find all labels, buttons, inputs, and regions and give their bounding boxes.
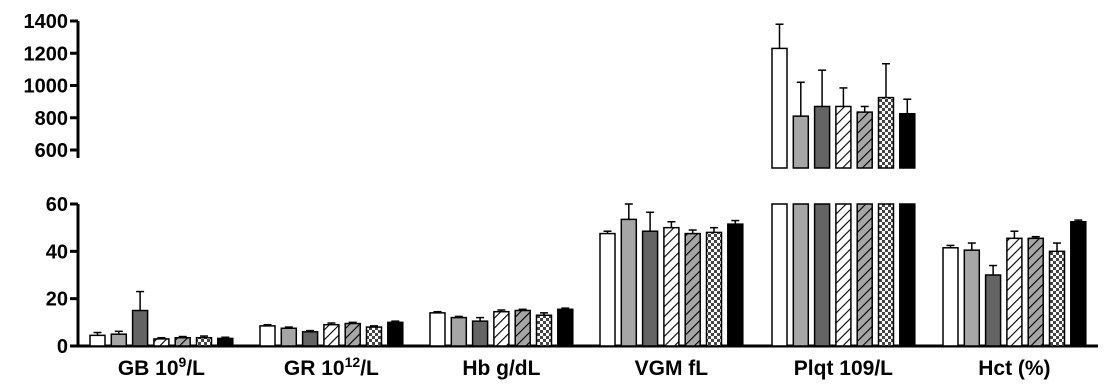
bar xyxy=(856,111,873,169)
label-part: VGM fL xyxy=(635,357,709,380)
bar xyxy=(110,333,128,347)
bar xyxy=(429,312,446,347)
bar xyxy=(89,334,106,347)
label-part: Hct (%) xyxy=(978,357,1050,380)
bar xyxy=(387,321,404,347)
bar xyxy=(599,232,616,347)
bar xyxy=(1070,221,1087,347)
label-part: Hb g/dL xyxy=(462,357,540,380)
bar xyxy=(1006,237,1023,347)
bar xyxy=(493,310,510,347)
y-tick-label: 1400 xyxy=(24,11,69,33)
bar xyxy=(620,218,638,347)
label-part: GR 10 xyxy=(284,357,345,380)
bar xyxy=(1027,237,1044,347)
x-category-label: Hct (%) xyxy=(978,357,1050,380)
bar xyxy=(535,314,553,347)
bar xyxy=(280,327,298,347)
y-tick-label: 60 xyxy=(46,194,68,216)
bar xyxy=(877,203,895,347)
bar xyxy=(899,112,916,169)
bar xyxy=(450,316,468,347)
bar xyxy=(641,230,659,347)
bar xyxy=(131,309,149,347)
y-tick-label: 1000 xyxy=(24,76,69,98)
bar xyxy=(323,323,340,347)
bar xyxy=(344,322,361,347)
bar xyxy=(557,308,574,347)
bar xyxy=(514,309,531,347)
bar xyxy=(899,203,916,347)
x-category-label: Hb g/dL xyxy=(462,357,540,380)
bar xyxy=(259,325,276,347)
bar xyxy=(663,226,680,347)
y-tick-label: 1200 xyxy=(24,43,69,65)
x-category-label: GB 109/L xyxy=(118,354,205,380)
y-tick-label: 0 xyxy=(57,336,68,358)
bar xyxy=(856,203,873,347)
y-tick-label: 800 xyxy=(35,108,68,130)
label-part: /L xyxy=(186,357,205,380)
y-tick-label: 20 xyxy=(46,289,68,311)
y-tick-label: 40 xyxy=(46,241,68,263)
bar xyxy=(174,336,191,347)
label-part: /L xyxy=(360,357,379,380)
bars xyxy=(89,23,1087,347)
bar xyxy=(942,247,959,347)
bar xyxy=(727,223,744,347)
bar xyxy=(217,337,234,347)
bar xyxy=(771,203,788,347)
x-category-label: VGM fL xyxy=(635,357,709,380)
bar xyxy=(984,274,1002,347)
bar xyxy=(684,232,701,347)
bar xyxy=(471,320,489,347)
bar xyxy=(877,96,895,169)
bar xyxy=(813,105,831,169)
label-superscript: 9 xyxy=(179,354,187,370)
bar xyxy=(153,338,170,347)
bar xyxy=(835,105,852,169)
bar xyxy=(792,115,810,169)
bar xyxy=(705,231,723,347)
bar xyxy=(1048,250,1066,347)
bar xyxy=(301,331,319,347)
bar xyxy=(813,203,831,347)
axes xyxy=(70,19,1098,348)
x-category-label: Plqt 109/L xyxy=(794,357,893,380)
label-part: Plqt 109/L xyxy=(794,357,893,380)
bar xyxy=(963,249,981,347)
bar xyxy=(365,326,383,347)
bar xyxy=(771,47,788,169)
y-tick-label: 600 xyxy=(35,140,68,162)
label-part: GB 10 xyxy=(118,357,179,380)
x-category-label: GR 1012/L xyxy=(284,354,379,380)
label-superscript: 12 xyxy=(345,354,361,370)
bar xyxy=(792,203,810,347)
bar xyxy=(195,336,213,347)
bar xyxy=(835,203,852,347)
